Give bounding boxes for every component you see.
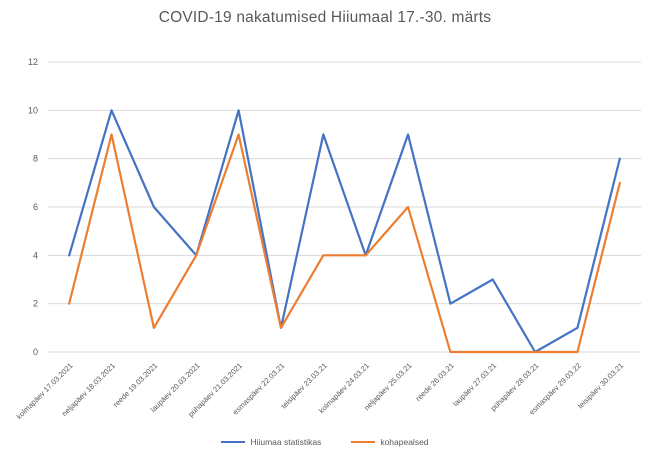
chart-legend: Hiiumaa statistikas kohapealsed bbox=[0, 437, 650, 447]
x-axis-category-label: reede 19.03.2021 bbox=[111, 361, 159, 409]
legend-swatch-series2 bbox=[351, 440, 376, 444]
x-axis-category-label: teisipäev 23.03.21 bbox=[279, 361, 328, 410]
y-axis-tick-label-8: 8 bbox=[33, 154, 38, 164]
series-line-2 bbox=[68, 133, 621, 354]
y-axis-tick-label-0: 0 bbox=[33, 347, 38, 357]
legend-swatch-series1 bbox=[221, 440, 246, 444]
chart-title: COVID-19 nakatumised Hiiumaal 17.-30. mä… bbox=[158, 9, 492, 26]
y-axis-tick-label-10: 10 bbox=[28, 105, 38, 115]
y-axis-tick-label-4: 4 bbox=[33, 250, 38, 260]
legend-item-series2: kohapealsed bbox=[351, 437, 429, 447]
x-axis-category-label: teisipäev 30.03.21 bbox=[576, 361, 625, 410]
y-axis-tick-label-12: 12 bbox=[28, 57, 38, 67]
y-axis-tick-label-6: 6 bbox=[33, 202, 38, 212]
x-axis-category-label: neljapäev 25.03.21 bbox=[362, 361, 413, 412]
y-axis-tick-label-2: 2 bbox=[33, 299, 38, 309]
legend-label-series1: Hiiumaa statistikas bbox=[250, 437, 322, 447]
series-line-1 bbox=[68, 109, 621, 354]
x-axis-category-label: reede 26.03.21 bbox=[414, 361, 456, 403]
x-axis-category-label: laupäev 27.03.21 bbox=[451, 361, 498, 408]
legend-item-series1: Hiiumaa statistikas bbox=[221, 437, 321, 447]
legend-label-series2: kohapealsed bbox=[380, 437, 429, 447]
